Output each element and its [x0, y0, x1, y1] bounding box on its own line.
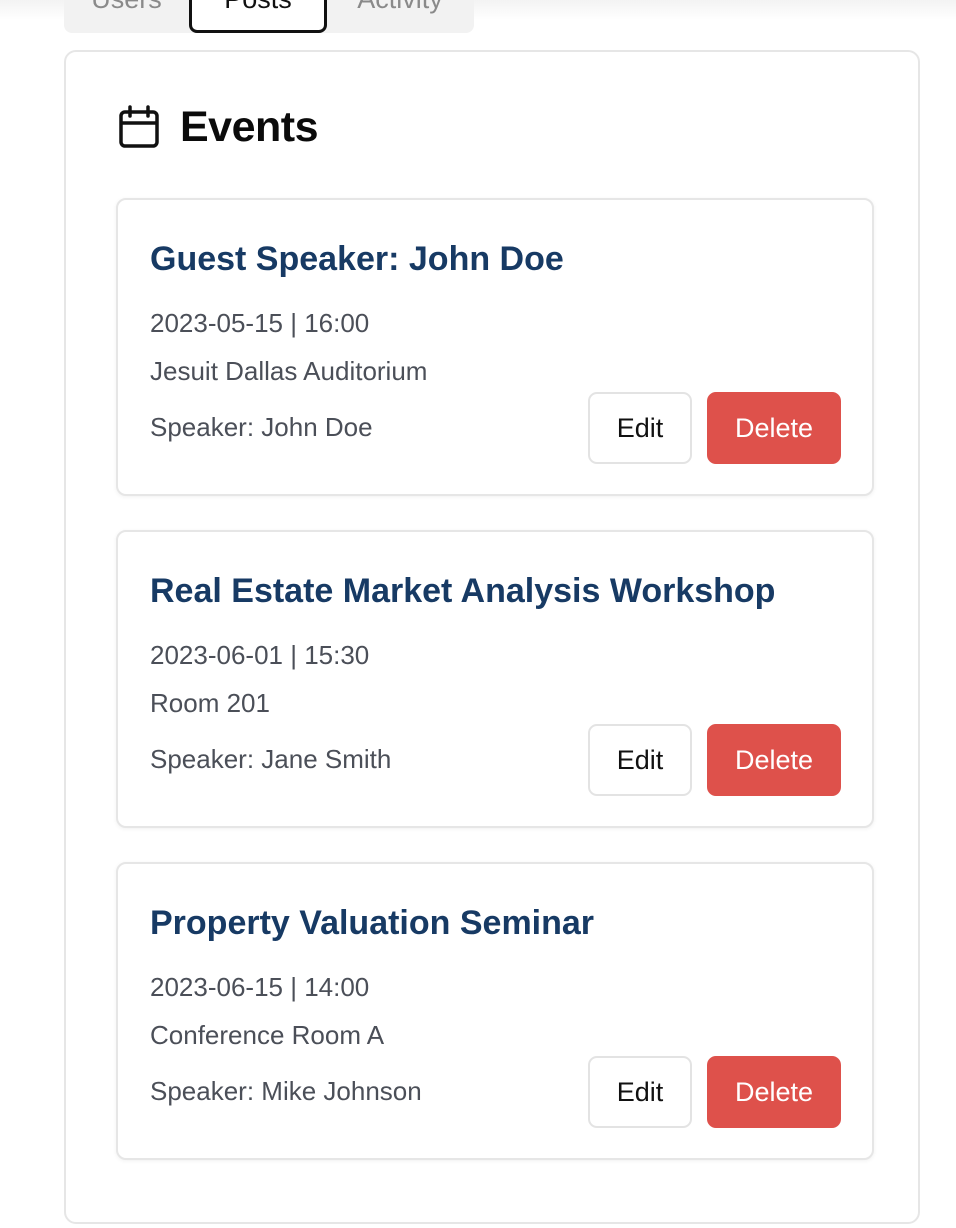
event-title: Property Valuation Seminar	[150, 904, 595, 942]
tab-bar: Users Posts Activity	[64, 0, 474, 33]
edit-button[interactable]: Edit	[588, 724, 692, 796]
event-speaker: Speaker: Jane Smith	[150, 744, 392, 774]
edit-button[interactable]: Edit	[588, 1056, 692, 1128]
panel-header: Events	[118, 102, 319, 152]
tab-posts[interactable]: Posts	[189, 0, 327, 33]
events-panel: Events Guest Speaker: John Doe 2023-05-1…	[64, 50, 920, 1224]
event-location: Jesuit Dallas Auditorium	[150, 356, 428, 386]
tab-activity[interactable]: Activity	[326, 0, 474, 33]
event-datetime: 2023-05-15 | 16:00	[150, 308, 370, 338]
event-location: Conference Room A	[150, 1020, 385, 1050]
edit-button[interactable]: Edit	[588, 392, 692, 464]
panel-title: Events	[180, 102, 319, 151]
event-card: Real Estate Market Analysis Workshop 202…	[116, 530, 874, 828]
delete-button[interactable]: Delete	[707, 724, 841, 796]
tab-users[interactable]: Users	[64, 0, 189, 33]
event-card: Guest Speaker: John Doe 2023-05-15 | 16:…	[116, 198, 874, 496]
calendar-icon	[118, 105, 160, 149]
delete-button[interactable]: Delete	[707, 1056, 841, 1128]
delete-button[interactable]: Delete	[707, 392, 841, 464]
event-datetime: 2023-06-01 | 15:30	[150, 640, 370, 670]
event-datetime: 2023-06-15 | 14:00	[150, 972, 370, 1002]
event-speaker: Speaker: Mike Johnson	[150, 1076, 422, 1106]
event-card: Property Valuation Seminar 2023-06-15 | …	[116, 862, 874, 1160]
event-location: Room 201	[150, 688, 270, 718]
event-title: Real Estate Market Analysis Workshop	[150, 572, 776, 610]
event-speaker: Speaker: John Doe	[150, 412, 373, 442]
event-title: Guest Speaker: John Doe	[150, 240, 564, 278]
